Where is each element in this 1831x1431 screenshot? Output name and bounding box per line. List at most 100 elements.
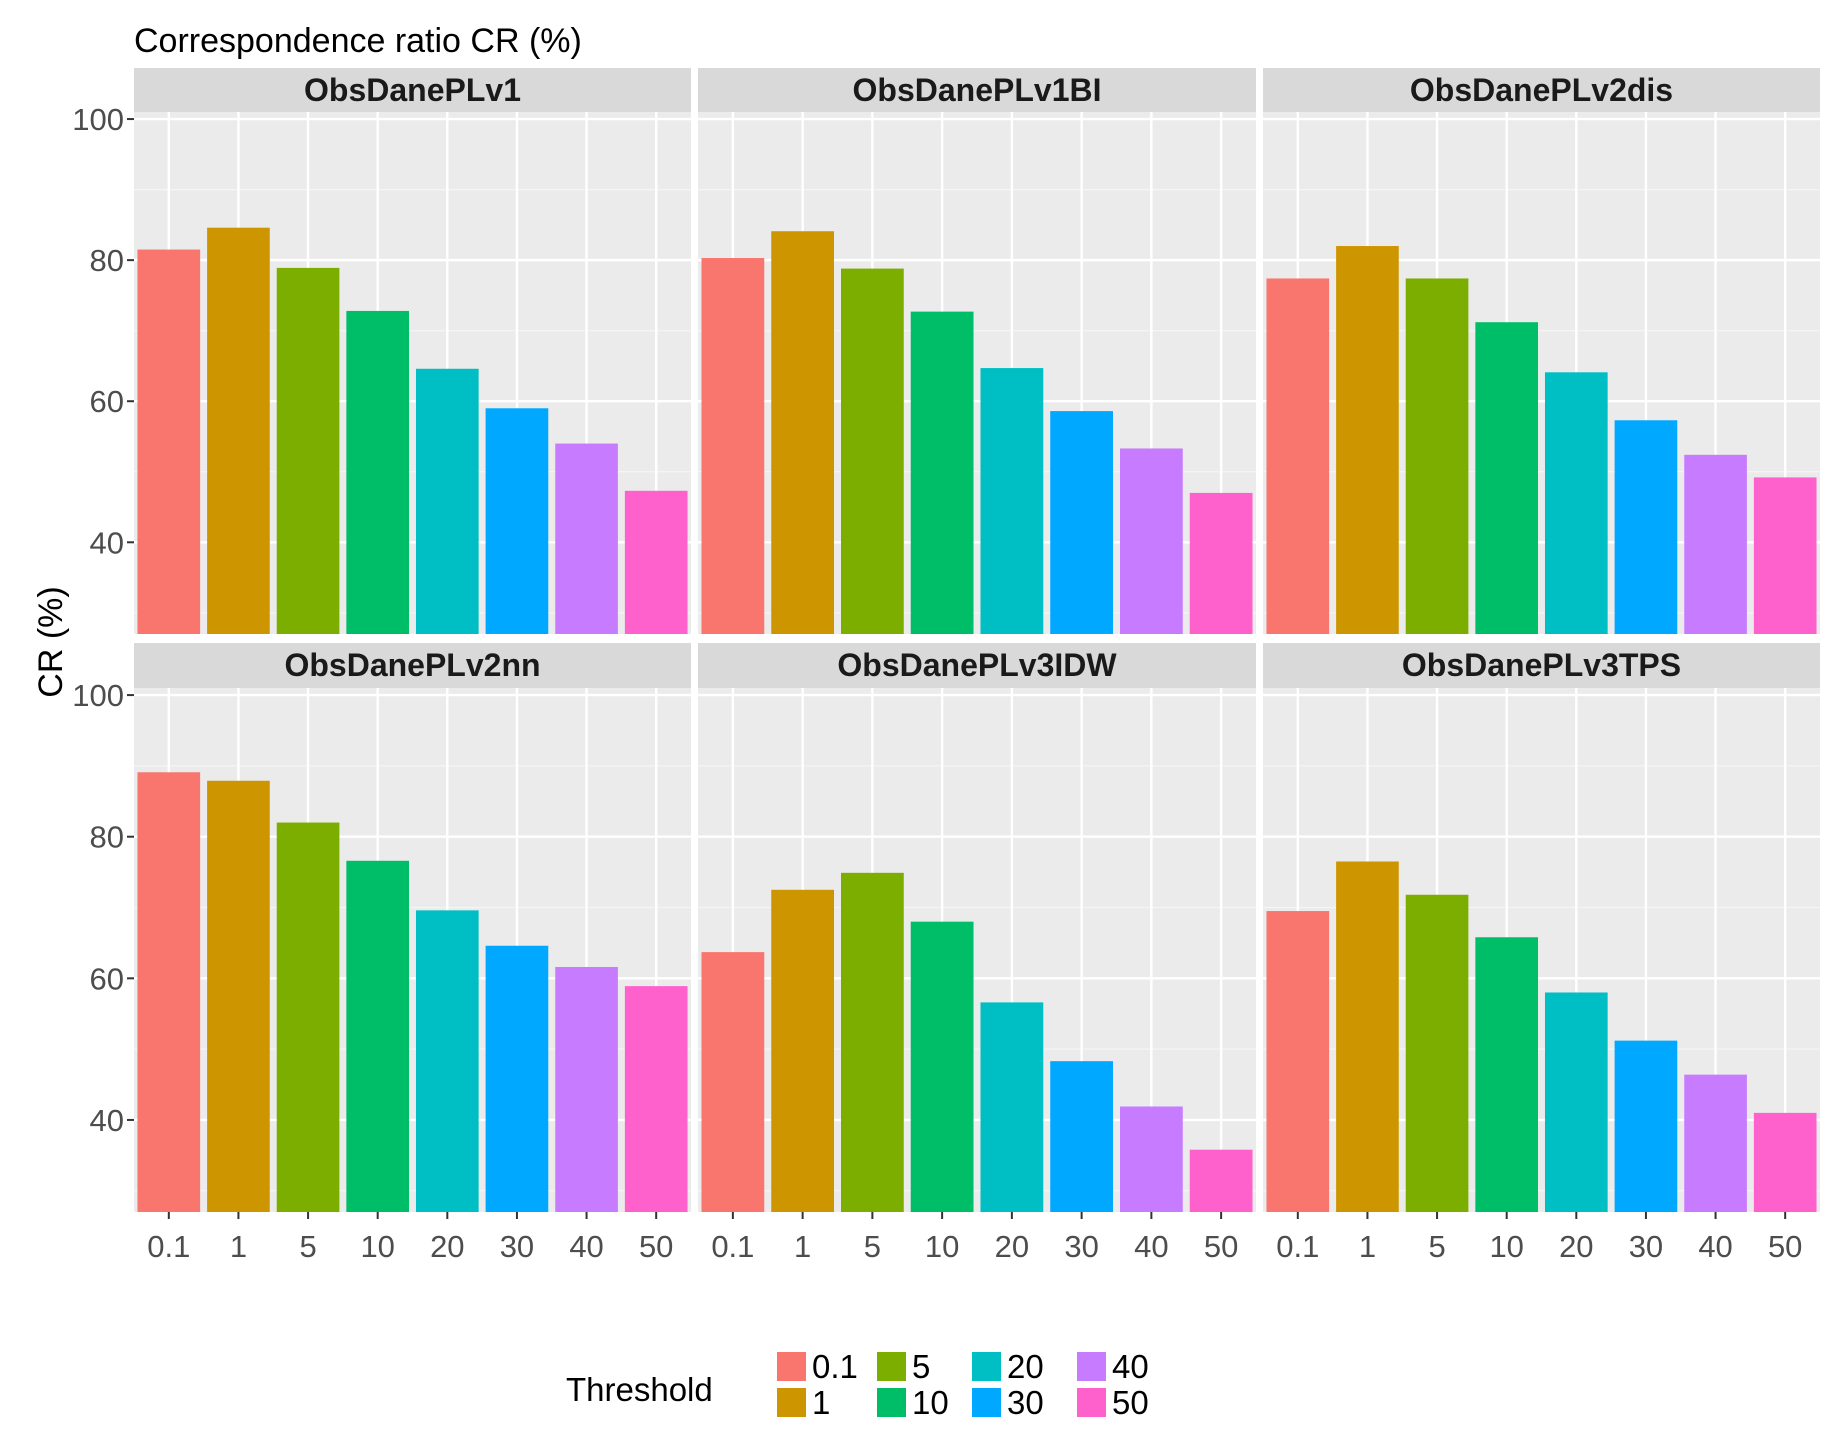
bar bbox=[840, 872, 904, 1212]
bar bbox=[415, 910, 479, 1212]
x-tick-label: 40 bbox=[569, 1229, 603, 1264]
y-tick-label: 40 bbox=[90, 1103, 124, 1138]
legend-title: Threshold bbox=[566, 1371, 713, 1408]
x-tick-label: 1 bbox=[1359, 1229, 1376, 1264]
bar bbox=[1544, 372, 1608, 634]
x-tick-label: 1 bbox=[794, 1229, 811, 1264]
bar bbox=[1119, 448, 1183, 634]
x-tick-label: 1 bbox=[230, 1229, 247, 1264]
legend-label: 20 bbox=[1007, 1348, 1044, 1385]
legend-label: 0.1 bbox=[812, 1348, 858, 1385]
facet-strip bbox=[698, 643, 1256, 688]
bar bbox=[1189, 1149, 1253, 1212]
bar bbox=[1050, 1061, 1114, 1212]
bar bbox=[137, 772, 201, 1212]
bar bbox=[1684, 454, 1747, 634]
facet-panels: ObsDanePLv1 40 60 80 100 ObsDanePLv1BI ObsDane… bbox=[72, 68, 1820, 1264]
bar bbox=[1266, 278, 1330, 634]
facet-panel: ObsDanePLv1BI bbox=[698, 68, 1256, 635]
legend-key bbox=[777, 1352, 806, 1381]
bar bbox=[1266, 911, 1330, 1212]
facet-strip bbox=[134, 68, 691, 112]
x-tick-label: 5 bbox=[864, 1229, 881, 1264]
x-tick-label: 10 bbox=[925, 1229, 959, 1264]
x-tick-label: 0.1 bbox=[147, 1229, 190, 1264]
facet-panel: ObsDanePLv2nn 40 60 80 100 0.1 1 5 10 20 30 40 50 bbox=[72, 643, 691, 1264]
bar bbox=[415, 368, 479, 634]
facet-strip bbox=[1263, 68, 1820, 112]
x-tick-label: 5 bbox=[299, 1229, 316, 1264]
y-tick-label: 60 bbox=[90, 961, 124, 996]
bar bbox=[1119, 1106, 1183, 1212]
bar bbox=[980, 368, 1044, 634]
bar bbox=[840, 268, 904, 634]
bar bbox=[555, 966, 618, 1212]
facet-strip-label: ObsDanePLv2dis bbox=[1410, 72, 1673, 108]
x-tick-label: 50 bbox=[639, 1229, 673, 1264]
legend-label: 10 bbox=[912, 1384, 949, 1421]
bar bbox=[485, 408, 549, 634]
x-tick-label: 20 bbox=[1559, 1229, 1593, 1264]
legend-label: 30 bbox=[1007, 1384, 1044, 1421]
facet-strip bbox=[698, 68, 1256, 112]
y-tick-label: 60 bbox=[90, 384, 124, 419]
facet-strip bbox=[1263, 643, 1820, 688]
legend-label: 1 bbox=[812, 1384, 830, 1421]
legend-label: 50 bbox=[1112, 1384, 1149, 1421]
bar bbox=[1544, 992, 1608, 1212]
facet-strip-label: ObsDanePLv3TPS bbox=[1402, 647, 1681, 683]
bar bbox=[1614, 1040, 1678, 1212]
y-tick-label: 80 bbox=[90, 820, 124, 855]
bar bbox=[1475, 322, 1539, 634]
bar bbox=[1684, 1074, 1747, 1212]
bar bbox=[346, 860, 410, 1212]
bar bbox=[701, 258, 765, 634]
x-tick-label: 50 bbox=[1768, 1229, 1802, 1264]
bar bbox=[555, 443, 618, 634]
facet-panel: ObsDanePLv1 40 60 80 100 bbox=[72, 68, 691, 634]
facet-strip bbox=[134, 643, 691, 688]
bar bbox=[1475, 937, 1539, 1212]
facet-strip-label: ObsDanePLv1 bbox=[304, 72, 521, 108]
bar bbox=[276, 267, 340, 634]
facet-panel: ObsDanePLv3IDW 0.1 1 5 10 20 30 40 50 bbox=[698, 643, 1256, 1264]
x-tick-label: 20 bbox=[995, 1229, 1029, 1264]
bar bbox=[910, 311, 974, 634]
bar bbox=[346, 310, 410, 634]
bar bbox=[771, 231, 835, 635]
bar bbox=[910, 921, 974, 1212]
y-tick-label: 80 bbox=[90, 243, 124, 278]
legend-item: 30 bbox=[972, 1384, 1044, 1421]
bar bbox=[137, 249, 201, 634]
y-axis-label: CR (%) bbox=[32, 586, 70, 697]
bar bbox=[701, 952, 765, 1212]
bar bbox=[1189, 492, 1253, 634]
x-tick-label: 30 bbox=[1629, 1229, 1663, 1264]
bar bbox=[207, 227, 270, 634]
legend-item: 40 bbox=[1077, 1348, 1149, 1385]
bar bbox=[1336, 246, 1399, 634]
bar bbox=[1753, 477, 1817, 634]
y-tick-label: 100 bbox=[72, 102, 124, 137]
legend-item: 10 bbox=[877, 1384, 949, 1421]
x-tick-label: 30 bbox=[1064, 1229, 1098, 1264]
legend-item: 5 bbox=[877, 1348, 930, 1385]
y-tick-label: 100 bbox=[72, 678, 124, 713]
bar bbox=[1753, 1112, 1817, 1212]
facet-strip-label: ObsDanePLv3IDW bbox=[837, 647, 1117, 683]
x-tick-label: 10 bbox=[360, 1229, 394, 1264]
legend-item: 50 bbox=[1077, 1384, 1149, 1421]
bar bbox=[485, 945, 549, 1212]
x-tick-label: 40 bbox=[1698, 1229, 1732, 1264]
x-tick-label: 40 bbox=[1134, 1229, 1168, 1264]
legend-key bbox=[877, 1352, 906, 1381]
facet-strip-label: ObsDanePLv2nn bbox=[284, 647, 540, 683]
bar bbox=[1336, 861, 1399, 1212]
legend-key bbox=[972, 1352, 1001, 1381]
facet-strip-label: ObsDanePLv1BI bbox=[853, 72, 1102, 108]
chart-title: Correspondence ratio CR (%) bbox=[134, 22, 582, 60]
bar bbox=[1405, 278, 1469, 634]
x-tick-label: 50 bbox=[1204, 1229, 1238, 1264]
x-tick-label: 0.1 bbox=[1276, 1229, 1319, 1264]
